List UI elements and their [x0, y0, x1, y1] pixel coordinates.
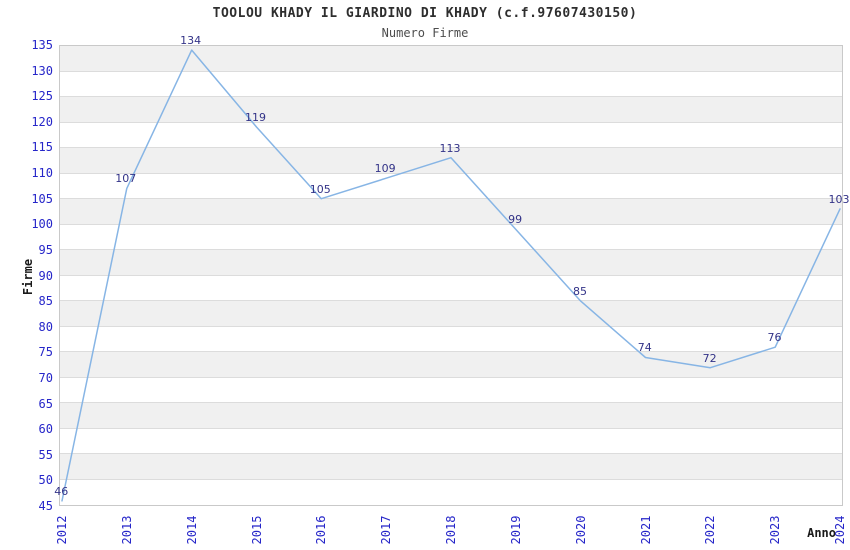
x-tick-label: 2016: [314, 515, 329, 545]
y-tick-label: 70: [38, 370, 53, 385]
x-tick-label: 2014: [184, 515, 199, 545]
y-tick-label: 95: [38, 242, 53, 257]
chart-title: TOOLOU KHADY IL GIARDINO DI KHADY (c.f.9…: [212, 6, 638, 21]
gridline: [60, 70, 842, 72]
y-tick-label: 110: [31, 166, 53, 181]
gridline: [60, 121, 842, 123]
x-tick-label: 2015: [249, 515, 264, 545]
x-tick-label: 2021: [638, 515, 653, 545]
y-tick-label: 105: [31, 191, 53, 206]
x-tick-label: 2018: [444, 515, 458, 545]
x-tick-label: 2024: [833, 515, 847, 545]
grid-band: [60, 454, 842, 480]
grid-band: [60, 250, 842, 276]
data-point-label: 46: [54, 484, 69, 498]
y-tick-label: 60: [38, 422, 53, 437]
y-tick-label: 75: [38, 345, 53, 360]
gridline: [60, 249, 842, 250]
gridline: [60, 376, 842, 378]
gridline: [60, 427, 842, 429]
data-point-label: 109: [374, 162, 396, 176]
gridline: [60, 325, 842, 327]
y-tick-label: 80: [38, 319, 53, 334]
x-tick-label: 2017: [379, 515, 394, 545]
data-point-label: 107: [115, 172, 137, 186]
y-tick-label: 90: [38, 268, 53, 283]
grid-band: [60, 377, 842, 403]
y-tick-label: 55: [38, 447, 53, 462]
y-tick-label: 120: [31, 114, 53, 129]
gridline: [60, 478, 842, 480]
y-tick-label: 85: [38, 294, 53, 309]
grid-band: [60, 97, 842, 123]
gridline: [60, 198, 842, 199]
y-tick-label: 65: [38, 396, 53, 411]
x-tick-label: 2013: [119, 515, 134, 545]
data-point-label: 134: [180, 34, 202, 48]
grid-band: [60, 275, 842, 301]
data-point-label: 113: [439, 141, 461, 155]
data-point-label: 119: [244, 110, 266, 124]
data-point-label: 76: [767, 331, 782, 345]
gridline: [60, 351, 842, 352]
grid-band: [60, 224, 842, 250]
y-tick-label: 45: [38, 499, 53, 513]
grid-band: [60, 428, 842, 454]
data-point-label: 99: [508, 213, 523, 227]
gridline: [60, 300, 842, 301]
x-axis-title: Anno: [807, 526, 836, 540]
grid-band: [60, 46, 842, 72]
gridline: [60, 453, 842, 454]
x-tick-label: 2019: [508, 515, 523, 545]
data-point-label: 85: [572, 285, 587, 299]
plot-area: [59, 45, 843, 506]
gridline: [60, 274, 842, 276]
y-axis-title: Firme: [21, 258, 36, 296]
y-tick-label: 50: [38, 473, 53, 488]
y-tick-label: 130: [31, 63, 53, 78]
grid-band: [60, 301, 842, 327]
grid-band: [60, 352, 842, 378]
grid-band: [60, 173, 842, 199]
y-tick-label: 135: [31, 38, 53, 52]
y-tick-label: 125: [31, 89, 53, 104]
chart-subtitle: Numero Firme: [381, 26, 469, 40]
data-point-label: 72: [702, 351, 717, 365]
gridline: [60, 223, 842, 225]
data-point-label: 103: [828, 192, 850, 206]
grid-band: [60, 326, 842, 352]
x-tick-label: 2022: [703, 515, 718, 545]
grid-band: [60, 479, 842, 505]
grid-band: [60, 71, 842, 97]
grid-band: [60, 199, 842, 225]
gridline: [60, 172, 842, 174]
grid-band: [60, 403, 842, 429]
x-tick-label: 2012: [55, 515, 69, 545]
x-tick-label: 2023: [768, 515, 783, 545]
data-point-label: 74: [637, 341, 652, 355]
gridline: [60, 96, 842, 97]
gridline: [60, 402, 842, 403]
x-tick-label: 2020: [573, 515, 588, 545]
data-point-label: 105: [309, 182, 331, 196]
y-tick-label: 115: [31, 140, 53, 155]
y-tick-label: 100: [31, 217, 53, 232]
